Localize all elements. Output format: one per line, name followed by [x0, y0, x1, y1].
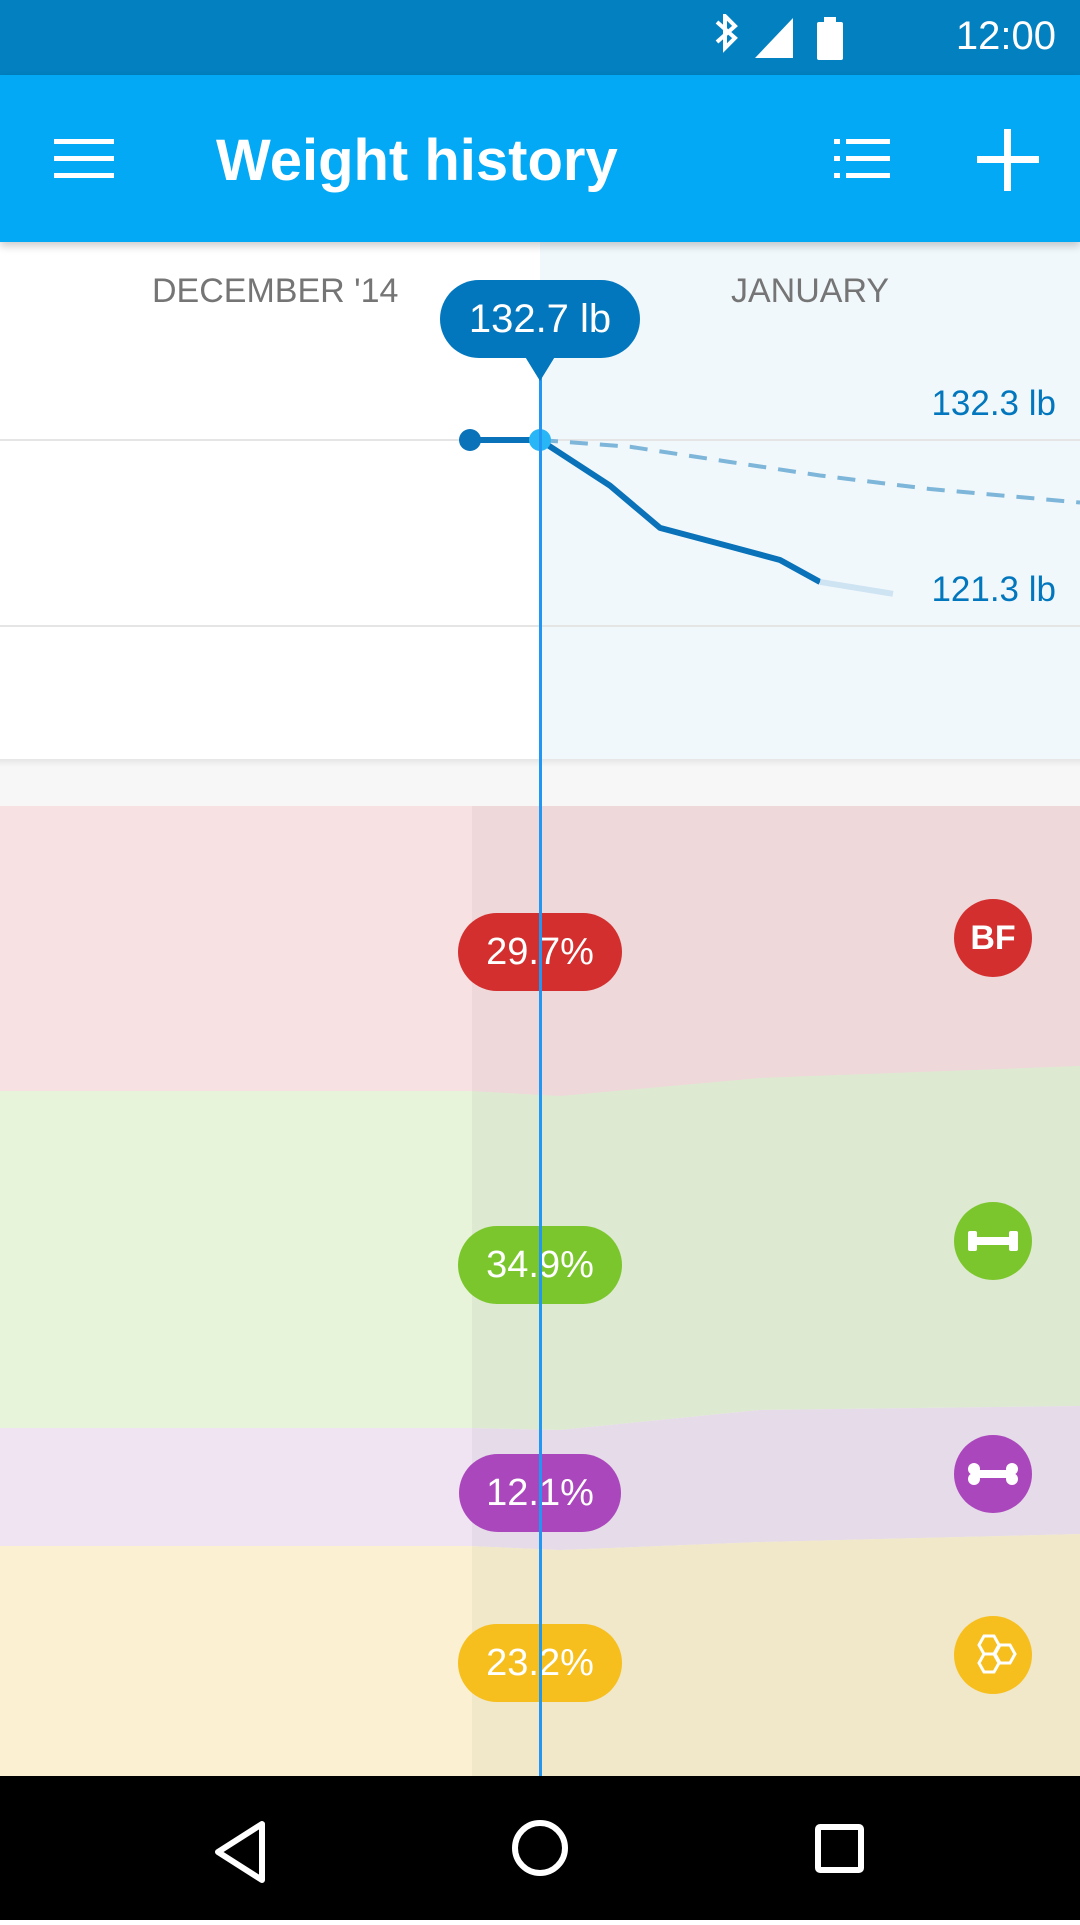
back-triangle-icon — [215, 1821, 265, 1883]
add-icon — [977, 129, 1039, 191]
app-bar: Weight history — [0, 75, 1080, 242]
home-button[interactable] — [512, 1820, 568, 1876]
fat-cells-badge[interactable] — [954, 1616, 1032, 1694]
bluetooth-icon — [715, 11, 738, 53]
recents-button[interactable] — [815, 1824, 864, 1873]
menu-button[interactable] — [36, 111, 132, 207]
navigation-bar — [0, 1776, 1080, 1920]
menu-icon — [54, 139, 114, 178]
status-bar: 12:00 — [0, 0, 1080, 75]
muscle-badge[interactable] — [954, 1202, 1032, 1280]
bone-icon — [968, 1463, 1018, 1485]
hexagon-cells-icon — [977, 1634, 1017, 1674]
weight-tooltip: 132.7 lb — [440, 280, 640, 358]
add-entry-button[interactable] — [960, 111, 1056, 207]
signal-icon — [755, 18, 793, 58]
label-lower-weight: 121.3 lb — [931, 570, 1056, 609]
list-view-button[interactable] — [816, 111, 912, 207]
month-label-january: JANUARY — [731, 272, 890, 310]
battery-icon — [817, 17, 843, 60]
bone-badge[interactable] — [954, 1435, 1032, 1513]
list-icon — [834, 139, 890, 178]
weight-point[interactable] — [459, 429, 481, 451]
status-time: 12:00 — [955, 14, 1056, 58]
label-upper-weight: 132.3 lb — [931, 384, 1056, 423]
dumbbell-icon — [968, 1231, 1018, 1251]
body-fat-badge[interactable]: BF — [954, 899, 1032, 977]
page-title: Weight history — [216, 128, 618, 193]
back-button[interactable] — [215, 1821, 265, 1883]
recents-square-icon — [815, 1824, 864, 1873]
date-cursor-line[interactable] — [539, 350, 542, 1776]
home-circle-icon — [512, 1820, 568, 1876]
weight-line — [470, 437, 822, 585]
trend-line — [539, 438, 1080, 505]
weight-line-projection — [819, 578, 894, 597]
month-label-december: DECEMBER '14 — [152, 272, 399, 310]
status-icons — [705, 11, 875, 69]
weight-tooltip-arrow — [524, 355, 556, 381]
